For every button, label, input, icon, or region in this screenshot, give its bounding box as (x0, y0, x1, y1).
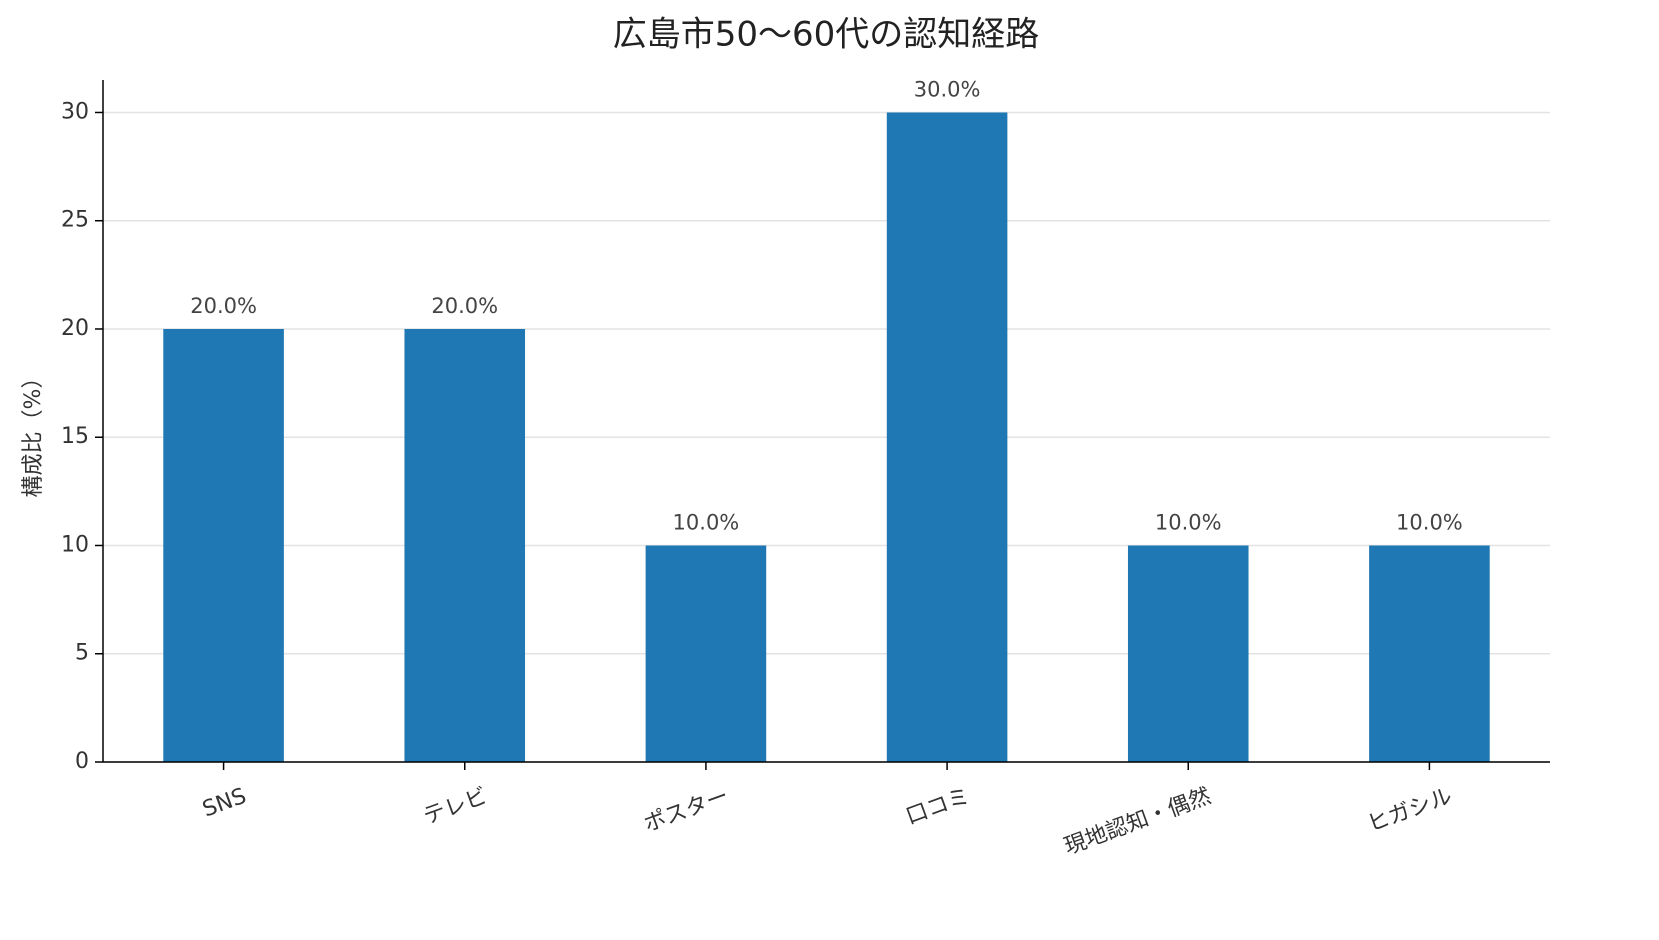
value-label: 20.0% (431, 294, 498, 318)
x-tick-label: 現地認知・偶然 (1061, 784, 1214, 860)
x-tick-label: SNS (199, 784, 249, 823)
x-tick-label: ポスター (641, 784, 732, 838)
y-tick-label: 0 (75, 749, 89, 774)
x-tick-label: 口コミ (903, 784, 974, 830)
bar (645, 545, 767, 762)
y-tick-label: 30 (61, 99, 89, 124)
value-label: 10.0% (1155, 510, 1222, 534)
x-tick-label: テレビ (420, 784, 491, 830)
x-tick-label: ヒガシル (1364, 784, 1455, 838)
y-tick-label: 5 (75, 641, 89, 666)
value-label: 20.0% (190, 294, 257, 318)
value-label: 10.0% (673, 510, 740, 534)
y-axis-label: 構成比（%） (21, 367, 46, 498)
y-tick-label: 10 (61, 532, 89, 557)
value-label: 30.0% (914, 77, 981, 101)
y-tick-label: 20 (61, 316, 89, 341)
bar (163, 328, 284, 762)
y-tick-label: 15 (61, 424, 89, 449)
bar (404, 328, 526, 762)
bar (886, 112, 1008, 762)
value-label: 10.0% (1396, 510, 1463, 534)
y-tick-label: 25 (61, 208, 89, 233)
bar (1127, 545, 1249, 762)
bar (1369, 545, 1490, 762)
chart-title: 広島市50〜60代の認知経路 (613, 15, 1040, 55)
